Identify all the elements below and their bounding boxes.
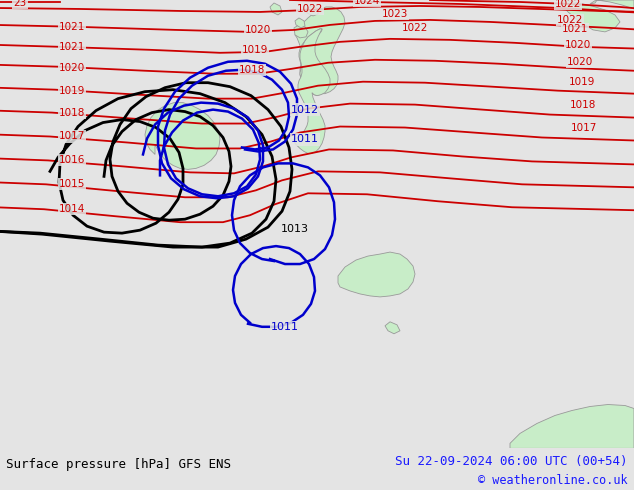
Text: 1020: 1020: [59, 63, 85, 73]
Text: 1022: 1022: [297, 4, 323, 14]
Text: 1018: 1018: [239, 65, 265, 75]
Text: 1023: 1023: [382, 9, 408, 19]
Text: 1017: 1017: [571, 122, 597, 132]
Text: 1013: 1013: [281, 224, 309, 234]
Polygon shape: [299, 29, 326, 96]
Text: 1017: 1017: [59, 131, 85, 142]
Text: 1018: 1018: [570, 99, 596, 110]
Polygon shape: [295, 18, 305, 28]
Polygon shape: [295, 7, 345, 94]
Polygon shape: [338, 252, 415, 297]
Text: 1022: 1022: [402, 23, 428, 33]
Text: 1021: 1021: [59, 22, 85, 32]
Text: 1015: 1015: [59, 179, 85, 189]
Text: 1011: 1011: [291, 134, 319, 145]
Text: 1018: 1018: [59, 108, 85, 118]
Text: Surface pressure [hPa] GFS ENS: Surface pressure [hPa] GFS ENS: [6, 458, 231, 471]
Polygon shape: [293, 29, 330, 153]
Text: © weatheronline.co.uk: © weatheronline.co.uk: [478, 474, 628, 488]
Text: 1014: 1014: [59, 204, 85, 214]
Text: 1024: 1024: [354, 0, 380, 6]
Text: 23: 23: [13, 0, 27, 8]
Text: 1016: 1016: [59, 155, 85, 166]
Text: 1019: 1019: [242, 45, 268, 55]
Polygon shape: [294, 25, 308, 38]
Polygon shape: [306, 6, 318, 16]
Polygon shape: [510, 405, 634, 448]
Text: 1012: 1012: [291, 104, 319, 115]
Text: Su 22-09-2024 06:00 UTC (00+54): Su 22-09-2024 06:00 UTC (00+54): [395, 455, 628, 468]
Text: 1019: 1019: [569, 77, 595, 87]
Polygon shape: [270, 3, 282, 15]
Text: 1022: 1022: [555, 0, 581, 9]
Text: 1020: 1020: [565, 40, 591, 50]
Polygon shape: [562, 0, 620, 32]
Text: 1020: 1020: [567, 57, 593, 67]
Polygon shape: [145, 102, 220, 170]
Text: 1020: 1020: [245, 25, 271, 35]
Polygon shape: [385, 322, 400, 334]
Text: 1021: 1021: [59, 42, 85, 52]
Text: 1022: 1022: [557, 15, 583, 25]
Polygon shape: [590, 0, 634, 9]
Text: 1011: 1011: [271, 322, 299, 332]
Text: 1019: 1019: [59, 86, 85, 96]
Text: 1021: 1021: [562, 24, 588, 34]
